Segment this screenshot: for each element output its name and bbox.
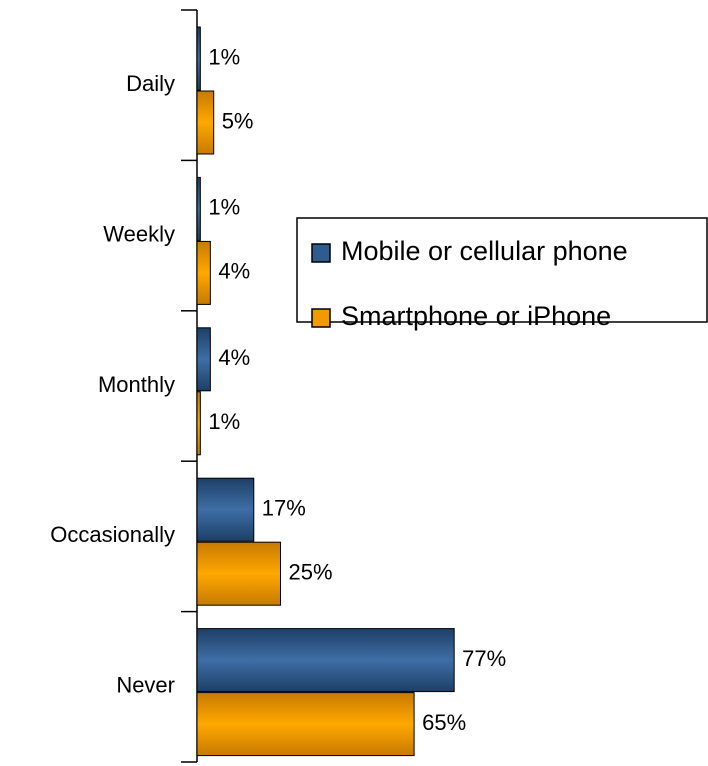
data-label: 65% <box>422 710 466 735</box>
legend-box <box>296 217 708 323</box>
bar <box>196 327 211 392</box>
data-label: 5% <box>222 108 254 133</box>
bar <box>196 628 455 693</box>
bar <box>196 90 215 155</box>
category-label: Monthly <box>98 372 175 397</box>
data-label: 4% <box>218 259 250 284</box>
legend-label: Smartphone or iPhone <box>341 301 611 331</box>
data-label: 25% <box>289 560 333 585</box>
legend-swatch <box>311 243 331 263</box>
category-label: Weekly <box>103 221 175 246</box>
data-label: 1% <box>208 409 240 434</box>
category-label: Daily <box>126 71 175 96</box>
bar <box>196 240 211 305</box>
bar <box>196 692 415 757</box>
legend-label: Mobile or cellular phone <box>341 236 628 266</box>
legend-swatch <box>311 308 331 328</box>
data-label: 17% <box>262 496 306 521</box>
data-label: 1% <box>208 44 240 69</box>
category-label: Occasionally <box>50 522 175 547</box>
data-label: 1% <box>208 195 240 220</box>
bar <box>196 477 255 542</box>
category-label: Never <box>116 673 175 698</box>
bar <box>196 26 201 91</box>
bar <box>196 541 281 606</box>
bar <box>196 176 201 241</box>
data-label: 77% <box>462 646 506 671</box>
bar <box>196 391 201 456</box>
data-label: 4% <box>218 345 250 370</box>
